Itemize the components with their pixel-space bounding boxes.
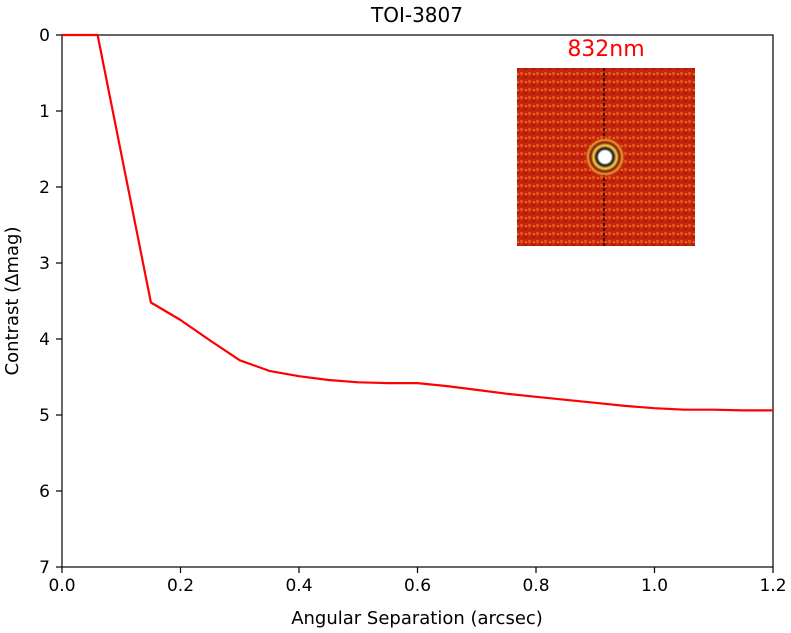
y-tick-label: 6 <box>39 482 50 502</box>
y-axis-label: Contrast (Δmag) <box>2 227 23 376</box>
y-tick-label: 3 <box>39 254 50 274</box>
y-axis-ticks: 0 1 2 3 4 5 6 7 <box>39 26 62 578</box>
y-tick-label: 7 <box>39 558 50 578</box>
chart-title: TOI-3807 <box>370 3 463 27</box>
speckle-psf-core <box>599 151 611 163</box>
x-tick-label: 1.2 <box>759 576 786 596</box>
inset-wavelength-label: 832nm <box>567 37 644 62</box>
y-tick-label: 4 <box>39 330 50 350</box>
contrast-curve-line <box>62 33 773 412</box>
series-layer <box>62 33 773 412</box>
y-tick-label: 0 <box>39 26 50 46</box>
speckle-image-inset: 832nm <box>517 37 695 246</box>
y-tick-label: 1 <box>39 102 50 122</box>
x-tick-label: 0.2 <box>167 576 194 596</box>
x-axis-ticks: 0.0 0.2 0.4 0.6 0.8 1.0 1.2 <box>48 567 787 596</box>
y-tick-label: 5 <box>39 406 50 426</box>
x-tick-label: 0.0 <box>48 576 75 596</box>
x-tick-label: 0.8 <box>522 576 549 596</box>
x-tick-label: 0.4 <box>285 576 312 596</box>
x-tick-label: 0.6 <box>404 576 431 596</box>
y-tick-label: 2 <box>39 178 50 198</box>
x-axis-label: Angular Separation (arcsec) <box>291 608 543 629</box>
x-tick-label: 1.0 <box>641 576 668 596</box>
